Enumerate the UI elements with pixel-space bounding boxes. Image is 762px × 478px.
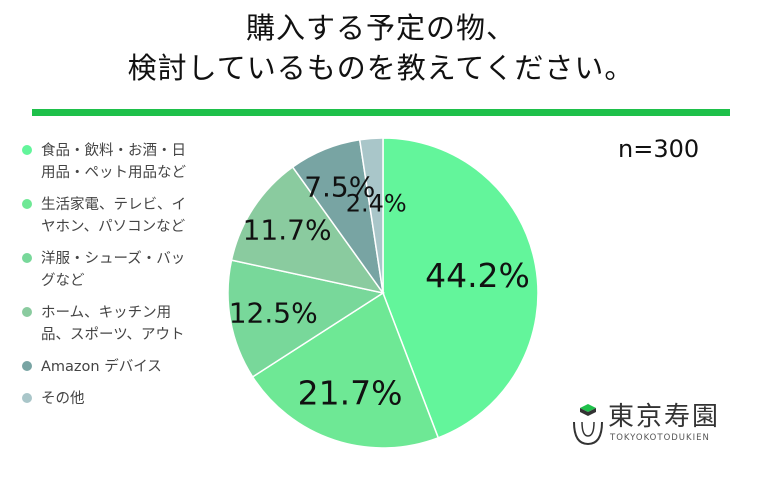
pie-slice bbox=[358, 137, 384, 294]
chart-title-line-2: 検討しているものを教えてください。 bbox=[127, 51, 635, 85]
slice-data-label: 21.7% bbox=[298, 374, 403, 413]
brand-subtitle: TOKYOKOTODUKIEN bbox=[610, 433, 710, 443]
legend-item: その他 bbox=[22, 388, 221, 410]
legend-item: ホーム、キッチン用 品、スポーツ、アウト bbox=[22, 302, 221, 346]
slice-data-label: 44.2% bbox=[425, 256, 530, 295]
pie-slice bbox=[227, 259, 385, 378]
pie-slice bbox=[251, 291, 440, 449]
legend-swatch bbox=[22, 145, 32, 155]
pie-slice bbox=[382, 137, 539, 439]
legend-label: Amazon デバイス bbox=[41, 359, 162, 375]
legend-swatch bbox=[22, 199, 32, 209]
chart-title-line-1: 購入する予定の物、 bbox=[245, 11, 516, 45]
legend-label: その他 bbox=[41, 391, 85, 407]
legend-swatch bbox=[22, 307, 32, 317]
legend-item: 洋服・シューズ・バッ グなど bbox=[22, 248, 221, 292]
legend-swatch bbox=[22, 393, 32, 403]
legend-item: 生活家電、テレビ、イ ヤホン、パソコンなど bbox=[22, 194, 221, 238]
tea-cup-icon bbox=[573, 404, 603, 446]
slice-data-label: 7.5% bbox=[304, 170, 375, 203]
brand-logo: 東京寿園 TOKYOKOTODUKIEN bbox=[570, 402, 740, 450]
slice-data-label: 2.4% bbox=[346, 189, 407, 217]
legend-item: 食品・飲料・お酒・日 用品・ペット用品など bbox=[22, 140, 221, 184]
legend-label: ホーム、キッチン用 品、スポーツ、アウト bbox=[41, 305, 185, 343]
title-divider bbox=[32, 109, 730, 116]
legend-label: 洋服・シューズ・バッ グなど bbox=[41, 251, 186, 289]
slice-data-label: 12.5% bbox=[229, 296, 318, 329]
legend-label: 食品・飲料・お酒・日 用品・ペット用品など bbox=[41, 143, 186, 181]
legend-item: Amazon デバイス bbox=[22, 356, 221, 378]
legend-swatch bbox=[22, 253, 32, 263]
pie-slice bbox=[230, 165, 385, 295]
sample-size-label: n=300 bbox=[618, 135, 700, 163]
brand-name: 東京寿園 bbox=[608, 402, 721, 432]
slice-data-label: 11.7% bbox=[243, 214, 332, 247]
chart-title: 購入する予定の物、 検討しているものを教えてください。 bbox=[0, 8, 762, 88]
legend-label: 生活家電、テレビ、イ ヤホン、パソコンなど bbox=[41, 197, 186, 235]
legend-swatch bbox=[22, 361, 32, 371]
